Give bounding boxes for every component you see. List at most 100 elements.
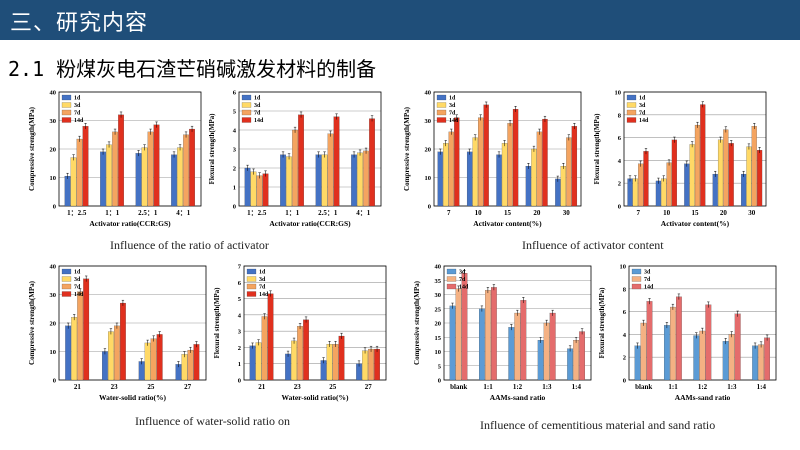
legend-swatch-14d bbox=[631, 283, 642, 290]
legend-swatch-3d bbox=[436, 102, 447, 108]
chart-svg: 0 2 4 6 8 10 blank 1:1 1:2 1:3 1:4 AAMs-sand ratio F… bbox=[598, 264, 777, 402]
bar-7d bbox=[327, 133, 334, 207]
plot-frame bbox=[243, 265, 387, 381]
y-tick-label: 6 bbox=[233, 90, 237, 97]
legend-swatch-3d bbox=[626, 102, 637, 108]
x-tick-label: 1:4 bbox=[757, 383, 767, 391]
bar-1d bbox=[65, 325, 72, 381]
y-axis-label: Compressive strength(MPa) bbox=[28, 106, 36, 191]
x-tick-label: 4：1 bbox=[176, 209, 190, 217]
bar-3d bbox=[108, 331, 114, 381]
legend-label: 14d bbox=[639, 118, 649, 124]
bar-14d bbox=[549, 312, 556, 381]
chart-ratio-flexural: 0 1 2 3 4 5 6 1：2.5 1：1 2.5：1 4：1 Activator ratio(C… bbox=[205, 88, 385, 238]
bar-3d bbox=[255, 342, 262, 381]
y-tick-label: 10 bbox=[50, 175, 57, 182]
bar-7d bbox=[573, 339, 580, 381]
x-tick-label: 15 bbox=[504, 209, 512, 217]
bar-14d bbox=[490, 287, 497, 381]
y-axis-label: Compressive strength(MPa) bbox=[403, 106, 411, 191]
bar-7d bbox=[448, 131, 454, 207]
bar-1d bbox=[249, 345, 256, 381]
bar-7d bbox=[292, 129, 298, 207]
x-tick-label: blank bbox=[635, 383, 652, 391]
legend-label: 3d bbox=[259, 277, 266, 283]
bar-3d bbox=[746, 146, 752, 207]
legend-swatch-14d bbox=[246, 291, 257, 297]
bar-3d bbox=[693, 335, 700, 381]
y-tick-label: 4 bbox=[618, 158, 622, 165]
bar-7d bbox=[723, 129, 729, 207]
x-axis-label: Water-solid ratio(%) bbox=[99, 393, 167, 402]
legend-label: 14d bbox=[254, 118, 264, 124]
bar-7d bbox=[363, 150, 369, 207]
chart-content-flexural: 0 2 4 6 8 10 7 10 15 20 30 Activator content(%) Flex… bbox=[590, 88, 770, 238]
y-tick-label: 10 bbox=[615, 90, 622, 97]
bar-14d bbox=[454, 117, 460, 207]
legend-swatch-3d bbox=[246, 276, 257, 282]
x-tick-label: 1：1 bbox=[105, 209, 119, 217]
legend-label: 3d bbox=[254, 103, 261, 109]
chart-ratio-compressive: 0 10 20 30 40 1：2.5 1：1 2.5：1 4：1 Activator ratio… bbox=[25, 88, 205, 238]
x-tick-label: 2.5：1 bbox=[318, 209, 338, 217]
y-tick-label: 8 bbox=[623, 286, 627, 293]
bar-7d bbox=[76, 138, 83, 207]
bar-1d bbox=[437, 151, 443, 207]
bar-14d bbox=[189, 128, 195, 207]
bar-1d bbox=[64, 175, 71, 207]
y-tick-label: 6 bbox=[623, 309, 627, 316]
x-tick-label: 1:3 bbox=[727, 383, 737, 391]
bar-3d bbox=[181, 354, 188, 381]
y-tick-label: 5 bbox=[238, 296, 242, 303]
legend-swatch-7d bbox=[436, 109, 447, 116]
bar-14d bbox=[333, 116, 340, 207]
legend-label: 1d bbox=[254, 96, 261, 102]
y-tick-label: 40 bbox=[50, 90, 57, 97]
bar-3d bbox=[567, 348, 574, 381]
y-axis-label: Flexural strength(MPa) bbox=[213, 287, 221, 358]
x-tick-label: 1:3 bbox=[542, 383, 552, 391]
bar-3d bbox=[752, 345, 759, 381]
legend-swatch-7d bbox=[446, 276, 457, 282]
bar-14d bbox=[520, 300, 527, 381]
x-tick-label: 1：2.5 bbox=[247, 209, 267, 217]
y-tick-label: 30 bbox=[425, 118, 432, 125]
x-tick-label: 1：2.5 bbox=[67, 209, 87, 217]
section-title: 三、研究内容 bbox=[10, 11, 149, 36]
x-axis-label: Activator ratio(CCR:GS) bbox=[269, 219, 351, 228]
x-tick-label: 25 bbox=[329, 383, 337, 391]
bar-1d bbox=[525, 165, 532, 207]
legend-label: 7d bbox=[259, 285, 266, 291]
x-tick-label: 1:2 bbox=[698, 383, 708, 391]
y-tick-label: 0 bbox=[233, 204, 236, 211]
y-tick-label: 2 bbox=[233, 166, 236, 173]
bar-7d bbox=[114, 325, 120, 381]
bar-14d bbox=[734, 313, 741, 381]
bar-14d bbox=[705, 304, 712, 381]
bar-14d bbox=[675, 296, 682, 381]
bar-3d bbox=[661, 178, 667, 207]
legend-swatch-14d bbox=[241, 117, 252, 123]
legend-swatch-14d bbox=[626, 117, 637, 123]
y-tick-label: 5 bbox=[233, 109, 237, 116]
legend-swatch-3d bbox=[241, 102, 252, 108]
bar-1d bbox=[712, 173, 718, 207]
bar-7d bbox=[77, 291, 84, 381]
y-tick-label: 0 bbox=[428, 204, 431, 211]
bar-1d bbox=[244, 167, 251, 207]
bar-7d bbox=[297, 326, 303, 381]
y-tick-label: 30 bbox=[435, 292, 442, 299]
bar-1d bbox=[135, 153, 142, 207]
bar-7d bbox=[666, 162, 672, 207]
bar-3d bbox=[144, 342, 151, 381]
x-tick-label: 1:2 bbox=[513, 383, 523, 391]
y-tick-label: 2 bbox=[238, 345, 241, 352]
bar-3d bbox=[443, 143, 449, 207]
bar-3d bbox=[70, 157, 77, 207]
y-tick-label: 40 bbox=[425, 90, 432, 97]
x-tick-label: 30 bbox=[563, 209, 571, 217]
bar-3d bbox=[141, 147, 148, 207]
bar-7d bbox=[536, 131, 543, 207]
legend-label: 1d bbox=[74, 96, 81, 102]
legend-label: 14d bbox=[449, 118, 459, 124]
